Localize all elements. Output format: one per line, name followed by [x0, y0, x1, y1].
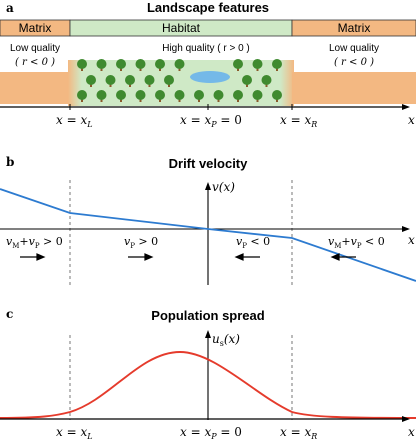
panel-c-title: Population spread [151, 308, 264, 323]
label-xl-a: x = xL [56, 113, 93, 129]
tree-icon [105, 75, 116, 87]
tree-icon [174, 90, 185, 102]
label-xr-c: x = xR [280, 425, 317, 441]
arrowhead-left-1 [234, 253, 244, 261]
arrowhead-left-2 [330, 253, 340, 261]
panel-a-axis-arrow [402, 104, 410, 110]
annot-1: vM+vP > 0 [6, 235, 63, 250]
pond [190, 71, 230, 83]
tree-icon [272, 59, 282, 71]
tree-icon [86, 75, 96, 87]
matrix-right-band [292, 72, 416, 104]
label-xp-c: x = xP = 0 [180, 425, 242, 441]
tree-icon [252, 59, 263, 71]
tree-icon [135, 90, 146, 102]
annot-4: vM+vP < 0 [328, 235, 385, 250]
panel-b-y-arrow [205, 182, 211, 190]
left-quality-text: Low quality [10, 43, 60, 54]
panel-a-title: Landscape features [147, 0, 269, 15]
label-xr-a: x = xR [280, 113, 317, 129]
panel-c-ylabel: us(x) [212, 332, 240, 348]
tree-icon [116, 59, 126, 71]
panel-c-axis-var: x [408, 425, 415, 439]
panel-c-letter: c [6, 307, 13, 321]
panel-b-letter: b [6, 155, 14, 169]
tree-icon [233, 59, 243, 71]
arrowhead-right-1 [36, 253, 46, 261]
label-xl-c: x = xL [56, 425, 93, 441]
right-quality-text: Low quality [329, 43, 379, 54]
population-spread-curve [0, 351, 416, 419]
habitat-quality-text: High quality ( r > 0 ) [162, 43, 250, 54]
tree-icon [77, 90, 87, 102]
tree-icon [174, 59, 185, 71]
tree-icon [242, 75, 252, 87]
tree-icon [77, 59, 87, 71]
tree-icon [116, 90, 126, 102]
tree-icon [96, 59, 107, 71]
annot-2: vP > 0 [124, 235, 158, 250]
matrix-left-band [0, 72, 70, 104]
left-quality-cond: ( r < 0 ) [15, 57, 55, 68]
right-quality-cond: ( r < 0 ) [334, 57, 374, 68]
tree-icon [96, 90, 107, 102]
annot-3: vP < 0 [236, 235, 270, 250]
tree-icon [155, 90, 165, 102]
tree-group [77, 59, 282, 102]
tree-icon [233, 90, 243, 102]
panel-b-axis-var: x [408, 233, 415, 247]
tree-icon [155, 59, 165, 71]
tree-icon [135, 59, 146, 71]
panel-a-axis-var: x [408, 113, 415, 127]
panel-a-letter: a [6, 1, 14, 15]
tree-icon [194, 90, 204, 102]
panel-c-x-arrow [402, 416, 410, 422]
tree-icon [164, 75, 174, 87]
tree-icon [261, 75, 272, 87]
matrix-right-label: Matrix [338, 21, 371, 35]
label-xp-a: x = xP = 0 [180, 113, 242, 129]
drift-velocity-line [0, 188, 416, 282]
tree-icon [125, 75, 135, 87]
tree-icon [272, 90, 282, 102]
tree-icon [213, 90, 224, 102]
tree-icon [252, 90, 263, 102]
tree-icon [144, 75, 155, 87]
panel-b-ylabel: v(x) [212, 180, 235, 194]
matrix-right-header [291, 19, 416, 37]
arrowhead-right-2 [144, 253, 154, 261]
panel-c-y-arrow [205, 330, 211, 338]
panel-b-title: Drift velocity [169, 156, 249, 171]
panel-b-x-arrow [402, 226, 410, 232]
habitat-label: Habitat [162, 21, 201, 35]
matrix-left-label: Matrix [19, 21, 52, 35]
